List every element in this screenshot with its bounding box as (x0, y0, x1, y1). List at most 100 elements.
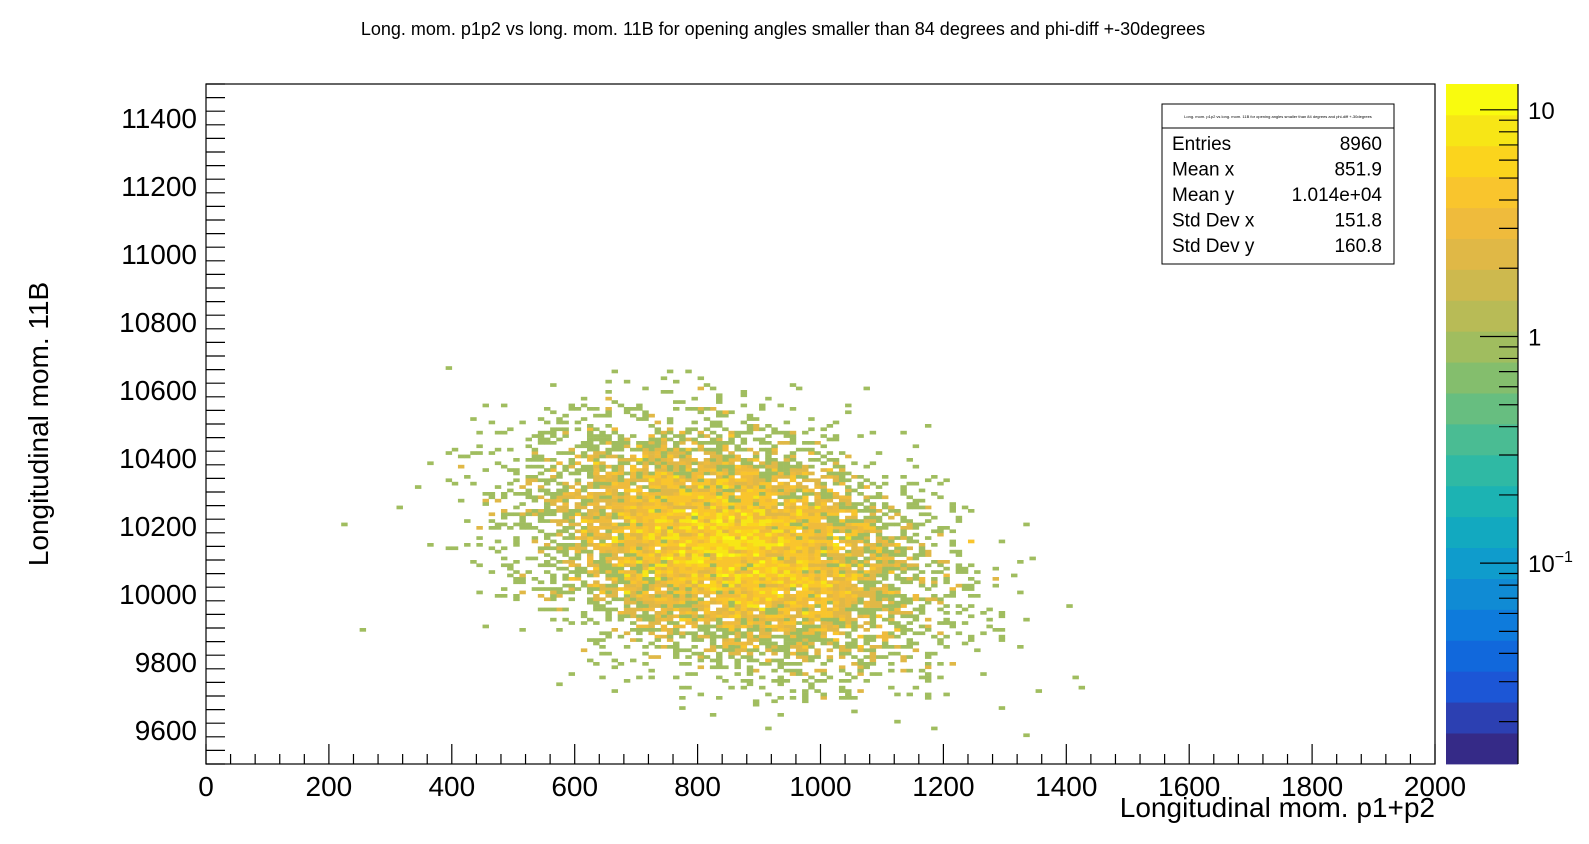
histogram-bin (642, 498, 649, 503)
histogram-bin (574, 407, 582, 411)
histogram-bin (611, 543, 619, 547)
histogram-bin (623, 631, 631, 636)
histogram-bin (881, 590, 889, 595)
histogram-bin (543, 597, 551, 602)
histogram-bin (599, 478, 606, 483)
histogram-bin (574, 454, 582, 459)
histogram-bin (728, 546, 735, 551)
histogram-bin (759, 566, 766, 571)
histogram-bin (918, 577, 926, 581)
histogram-bin (691, 512, 698, 517)
histogram-bin (955, 563, 963, 568)
histogram-bin (593, 447, 600, 452)
histogram-bin (562, 505, 569, 510)
histogram-bin (703, 543, 711, 547)
histogram-bin (716, 505, 723, 510)
histogram-bin (820, 488, 827, 493)
x-tick-label: 1200 (912, 771, 974, 802)
histogram-bin (574, 468, 582, 472)
histogram-bin (752, 495, 760, 500)
histogram-bin (740, 634, 748, 639)
histogram-bin (519, 519, 526, 523)
histogram-bin (728, 481, 735, 486)
histogram-bin (845, 563, 852, 568)
histogram-bin (777, 607, 784, 612)
histogram-bin (722, 597, 729, 602)
histogram-bin (918, 498, 926, 503)
histogram-bin (654, 522, 662, 527)
histogram-bin (611, 495, 619, 500)
histogram-bin (722, 492, 729, 496)
histogram-bin (832, 495, 840, 500)
histogram-bin (728, 529, 735, 534)
histogram-bin (660, 560, 668, 564)
histogram-bin (642, 468, 649, 472)
histogram-bin (654, 614, 662, 619)
histogram-bin (691, 519, 698, 523)
histogram-bin (709, 522, 717, 527)
histogram-bin (795, 549, 803, 554)
histogram-bin (955, 519, 963, 523)
histogram-bin (728, 488, 735, 493)
histogram-bin (746, 563, 754, 568)
histogram-bin (771, 451, 778, 455)
histogram-bin (709, 638, 717, 642)
histogram-bin (605, 543, 612, 547)
histogram-bin (593, 515, 600, 520)
histogram-bin (875, 597, 883, 602)
histogram-bin (519, 485, 526, 489)
histogram-bin (845, 539, 852, 544)
histogram-bin (685, 437, 692, 442)
histogram-bin (697, 522, 705, 527)
histogram-bin (789, 512, 797, 517)
histogram-bin (722, 498, 729, 503)
histogram-bin (845, 410, 852, 415)
histogram-bin (586, 543, 594, 547)
histogram-bin (888, 553, 895, 557)
histogram-bin (703, 631, 711, 636)
histogram-bin (937, 529, 944, 534)
histogram-bin (759, 675, 766, 680)
histogram-bin (709, 590, 717, 595)
histogram-bin (611, 597, 619, 602)
histogram-bin (740, 403, 748, 408)
histogram-bin (783, 634, 791, 639)
histogram-bin (697, 607, 705, 612)
histogram-bin (636, 624, 643, 629)
histogram-bin (752, 512, 760, 517)
histogram-bin (507, 566, 514, 571)
histogram-bin (648, 495, 655, 500)
histogram-bin (783, 587, 791, 591)
histogram-bin (666, 471, 674, 476)
histogram-bin (574, 553, 582, 557)
histogram-bin (931, 597, 938, 602)
histogram-bin (562, 488, 569, 493)
histogram-bin (740, 441, 748, 445)
histogram-bin (703, 512, 711, 517)
histogram-bin (716, 458, 723, 462)
histogram-bin (414, 485, 422, 489)
histogram-bin (488, 420, 496, 425)
histogram-bin (654, 492, 662, 496)
histogram-bin (593, 495, 600, 500)
histogram-bin (734, 539, 741, 544)
histogram-bin (746, 519, 754, 523)
histogram-bin (820, 590, 827, 595)
histogram-bin (642, 539, 649, 544)
histogram-bin (685, 580, 692, 585)
histogram-bin (642, 556, 649, 561)
histogram-bin (500, 512, 508, 517)
histogram-bin (802, 583, 809, 588)
histogram-bin (685, 539, 692, 544)
histogram-bin (636, 628, 643, 632)
histogram-bin (783, 543, 791, 547)
histogram-bin (556, 566, 563, 571)
histogram-bin (869, 556, 877, 561)
histogram-bin (500, 587, 508, 591)
histogram-bin (734, 658, 741, 663)
histogram-bin (765, 549, 772, 554)
histogram-bin (838, 668, 846, 673)
histogram-bin (685, 563, 692, 568)
histogram-bin (654, 563, 662, 568)
histogram-bin (550, 410, 557, 415)
